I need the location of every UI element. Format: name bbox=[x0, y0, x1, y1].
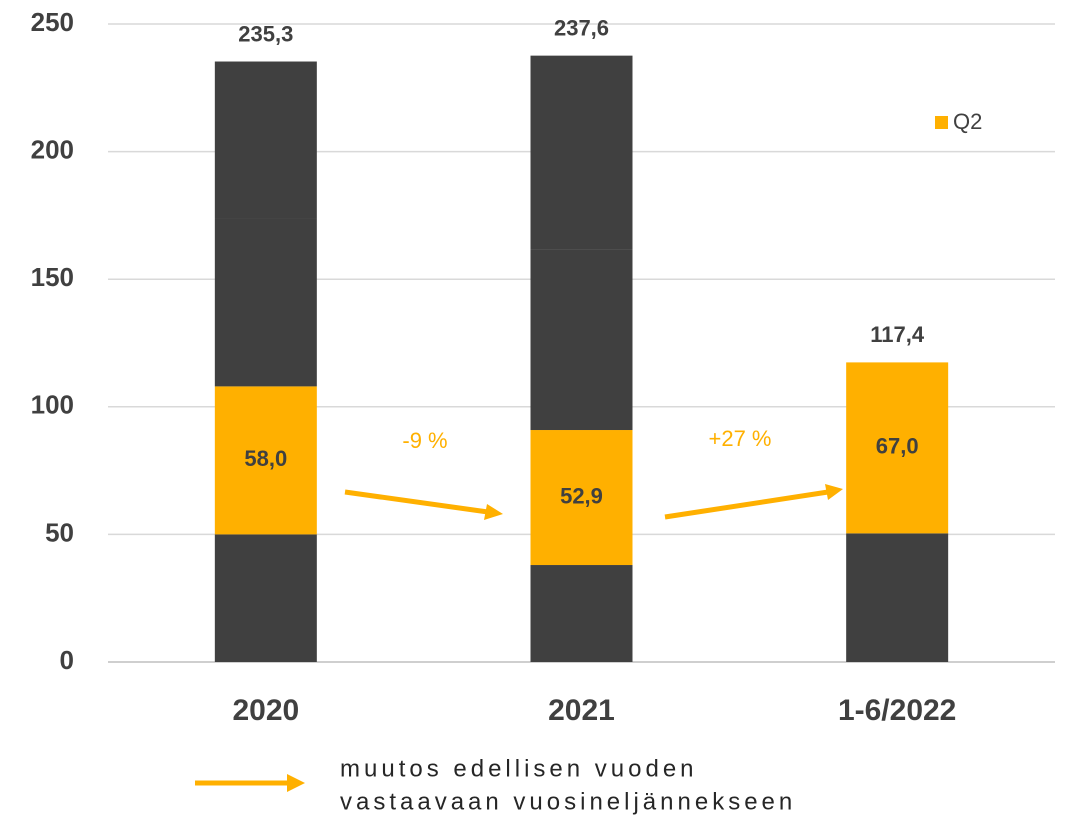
y-tick-label: 200 bbox=[31, 134, 74, 164]
bar-segment bbox=[214, 386, 317, 535]
footnote: muutos edellisen vuoden bbox=[340, 755, 698, 782]
annotation: +27 % bbox=[709, 426, 772, 451]
data-label: 52,9 bbox=[560, 483, 603, 508]
x-tick-label: 2020 bbox=[232, 694, 299, 727]
bar-segment bbox=[530, 430, 633, 566]
bar-segment bbox=[214, 61, 317, 219]
arrow-head bbox=[484, 504, 503, 520]
bar-segment bbox=[846, 362, 949, 534]
y-tick-label: 0 bbox=[60, 645, 74, 675]
bar-segment bbox=[214, 218, 317, 387]
bar-segment bbox=[214, 534, 317, 662]
change-arrows bbox=[195, 484, 843, 792]
total-label: 235,3 bbox=[238, 21, 293, 46]
arrow bbox=[344, 489, 489, 515]
total-label: 117,4 bbox=[870, 322, 925, 347]
bar-segment bbox=[846, 533, 949, 662]
y-tick-label: 250 bbox=[31, 7, 74, 37]
x-tick-label: 1-6/2022 bbox=[838, 694, 956, 727]
y-tick-label: 150 bbox=[31, 262, 74, 292]
footnote: vastaavaan vuosineljännekseen bbox=[340, 788, 796, 815]
legend-arrow-head bbox=[287, 774, 305, 792]
total-label: 237,6 bbox=[554, 15, 609, 40]
bar-segment bbox=[530, 249, 633, 431]
bar-segment bbox=[530, 55, 633, 250]
data-label: 58,0 bbox=[244, 446, 287, 471]
arrow-head bbox=[825, 484, 843, 500]
x-tick-label: 2021 bbox=[548, 694, 615, 727]
legend-swatch bbox=[935, 116, 948, 129]
annotation: -9 % bbox=[402, 428, 447, 453]
arrow bbox=[664, 489, 829, 520]
data-label: 67,0 bbox=[876, 434, 919, 459]
y-tick-label: 100 bbox=[31, 390, 74, 420]
legend-label: Q2 bbox=[953, 109, 982, 134]
bar-segment bbox=[530, 565, 633, 662]
y-tick-label: 50 bbox=[45, 517, 74, 547]
